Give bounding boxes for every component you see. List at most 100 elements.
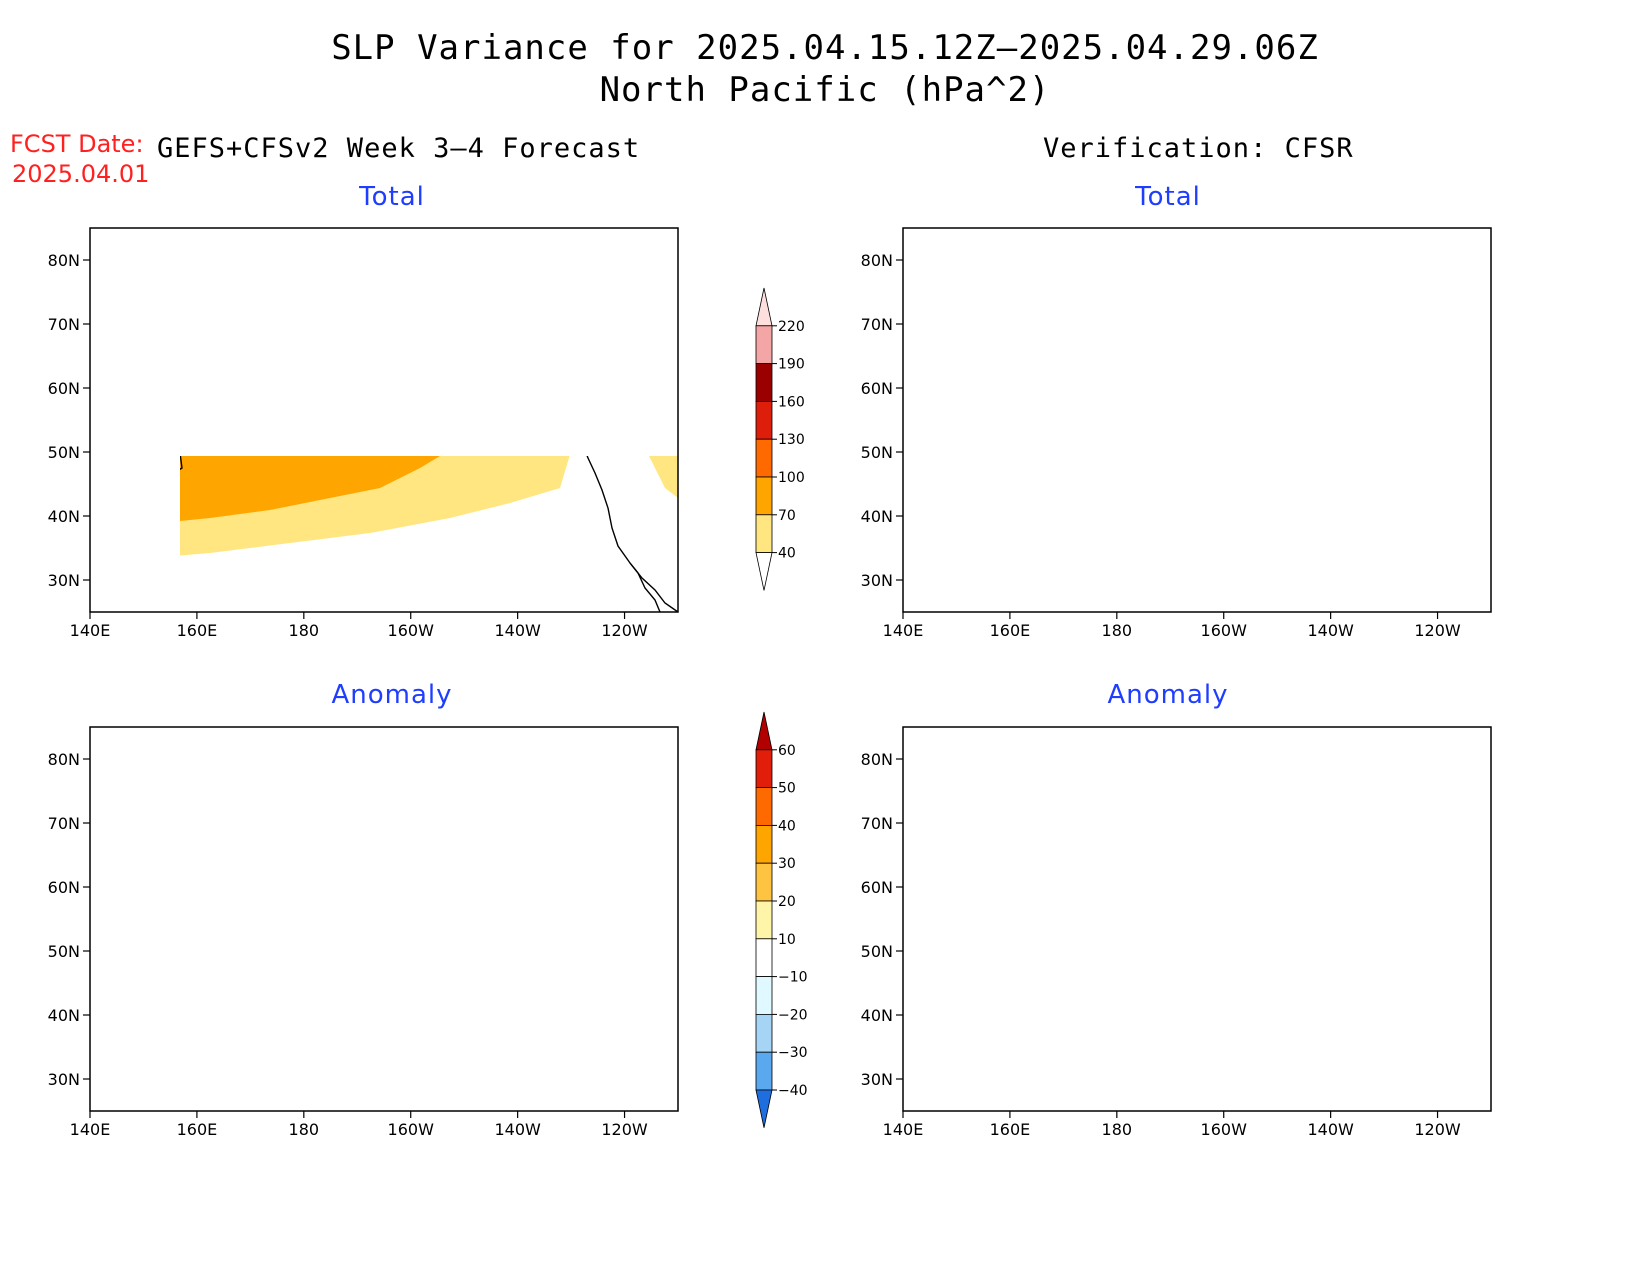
lon-tick-label: 180 [289,1120,320,1139]
forecast-total-panel-title: Total [359,182,425,212]
total-colorbar: 220 190 160 130 100 70 40 [755,287,805,591]
lat-tick-label: 40N [48,507,80,526]
lat-tick-label: 70N [48,315,80,334]
colorbar-top-arrow [755,287,773,327]
anomaly-colorbar: 60 50 40 30 20 10 −10 −20 −30 −40 [755,711,808,1128]
map-title-line1: SLP Variance for 2025.04.15.12Z–2025.04.… [331,28,1319,68]
colorbar-swatch [755,514,773,553]
colorbar-label: 190 [778,357,805,373]
lat-tick-label: 30N [861,1070,893,1089]
lon-tick-label: 140E [70,1120,111,1139]
forecast-column-title: GEFS+CFSv2 Week 3–4 Forecast [157,133,641,164]
lon-tick-label: 160E [177,621,218,640]
colorbar-label: 100 [778,470,805,486]
axes-layer: 80N 70N 60N 50N 40N 30N 140E 160E 180 160W 140W 120… [48,251,1461,1139]
lat-tick-label: 40N [861,507,893,526]
lon-tick-label: 120W [1414,1120,1461,1139]
colorbar-label: 10 [778,932,796,948]
verification-anomaly-panel-title: Anomaly [1107,680,1229,710]
lat-tick-label: 60N [861,379,893,398]
colorbar-swatch [755,1014,773,1053]
colorbar-label: 70 [778,508,796,524]
lat-tick-label: 70N [861,315,893,334]
colorbar-swatch [755,862,773,902]
colorbar-label: −10 [778,970,808,986]
lat-tick-label: 80N [48,251,80,270]
colorbar-label: 160 [778,394,805,410]
colorbar-swatch [755,476,773,516]
lon-tick-label: 180 [1102,1120,1133,1139]
lat-tick-label: 30N [48,571,80,590]
colorbar-label: 50 [778,781,796,797]
colorbar-swatch [755,363,773,402]
lon-tick-label: 120W [601,1120,648,1139]
fcst-date-label: FCST Date: [10,130,144,158]
lon-tick-label: 160W [1201,1120,1248,1139]
colorbar-label: 40 [778,546,796,562]
lon-tick-label: 160E [990,621,1031,640]
colorbar-swatch [755,787,773,826]
colorbar-bottom-arrow [755,1089,773,1128]
lat-tick-label: 50N [48,443,80,462]
lat-tick-label: 70N [48,814,80,833]
lon-tick-label: 140E [883,621,924,640]
lon-tick-label: 180 [1102,621,1133,640]
lat-tick-label: 40N [861,1006,893,1025]
colorbar-swatch [755,325,773,364]
colorbar-swatch [755,938,773,977]
colorbar-swatch [755,825,773,864]
colorbar-layer: 220 190 160 130 100 70 40 60 50 40 30 20 10 −10 −20 −30… [755,287,808,1128]
colorbar-bottom-arrow [755,552,773,591]
lon-tick-label: 120W [601,621,648,640]
lat-tick-label: 60N [48,379,80,398]
lat-tick-label: 60N [861,878,893,897]
verification-total-panel-title: Total [1135,182,1201,212]
lon-tick-label: 180 [289,621,320,640]
lat-tick-label: 30N [48,1070,80,1089]
lon-tick-label: 140E [70,621,111,640]
forecast-total-map [180,456,679,613]
lat-tick-label: 40N [48,1006,80,1025]
colorbar-swatch [755,438,773,478]
forecast-total-frame [89,227,679,613]
lon-tick-label: 140W [494,621,541,640]
lon-tick-label: 140W [494,1120,541,1139]
colorbar-label: 30 [778,856,796,872]
colorbar-label: −20 [778,1007,808,1023]
lat-tick-label: 30N [861,571,893,590]
colorbar-swatch [755,976,773,1015]
colorbar-swatch [755,900,773,940]
colorbar-label: 20 [778,894,796,910]
colorbar-swatch [755,1051,773,1091]
colorbar-label: 40 [778,818,796,834]
colorbar-label: −30 [778,1045,808,1061]
lon-tick-label: 160W [388,1120,435,1139]
lat-tick-label: 60N [48,878,80,897]
colorbar-swatch [755,400,773,440]
lon-tick-label: 140E [883,1120,924,1139]
lat-tick-label: 50N [861,443,893,462]
lat-tick-label: 50N [48,942,80,961]
lat-tick-label: 80N [861,750,893,769]
lon-tick-label: 140W [1307,1120,1354,1139]
colorbar-top-arrow [755,711,773,751]
lon-tick-label: 160E [990,1120,1031,1139]
verification-total-frame [902,227,1492,613]
lat-tick-label: 50N [861,942,893,961]
colorbar-label: 130 [778,432,805,448]
lon-tick-label: 160W [1201,621,1248,640]
colorbar-label: 60 [778,743,796,759]
fcst-date-value: 2025.04.01 [12,160,150,188]
verification-anomaly-frame [902,726,1492,1112]
map-title-line2: North Pacific (hPa^2) [599,70,1051,110]
colorbar-label: −40 [778,1083,808,1099]
verification-total-map [903,228,1491,612]
colorbar-label: 220 [778,319,805,335]
lon-tick-label: 160E [177,1120,218,1139]
colorbar-swatch [755,749,773,788]
lat-tick-label: 80N [861,251,893,270]
lon-tick-label: 120W [1414,621,1461,640]
verification-anomaly-map [903,727,1491,1111]
lat-tick-label: 70N [861,814,893,833]
